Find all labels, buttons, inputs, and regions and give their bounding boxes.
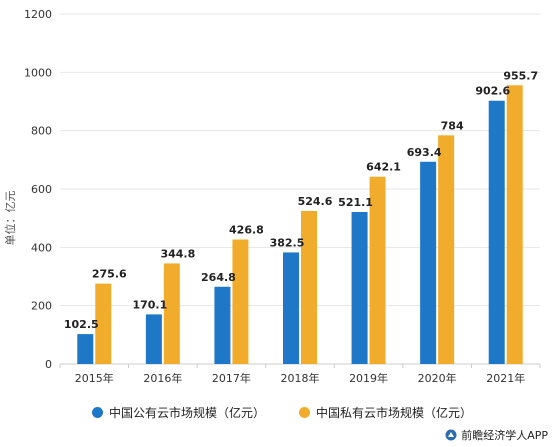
y-tick-label: 1200: [24, 8, 52, 21]
x-tick-label: 2019年: [349, 371, 388, 385]
x-tick-label: 2020年: [418, 371, 457, 385]
data-labels: 102.5 275.6 170.1 344.8 264.8 426.8 382.5 524.6…: [64, 69, 538, 331]
data-label: 524.6: [298, 195, 333, 208]
y-tick-label: 200: [31, 300, 52, 313]
qianzhan-logo-icon: [445, 429, 457, 441]
legend-marker-private-cloud: [299, 407, 311, 418]
bars: [77, 85, 523, 365]
bar-chart: 0 200 400 600 800 1000 1200 102.5 275.6 170.1 344…: [3, 8, 541, 385]
legend-label-private-cloud: 中国私有云市场规模（亿元）: [316, 406, 473, 420]
legend-item-private-cloud: 中国私有云市场规模（亿元）: [299, 404, 472, 421]
data-label: 275.6: [92, 268, 127, 281]
data-label: 902.6: [475, 85, 510, 98]
bar: [214, 286, 231, 364]
x-tick-label: 2016年: [143, 371, 182, 385]
y-axis: 0 200 400 600 800 1000 1200: [24, 8, 52, 371]
bar: [420, 161, 437, 364]
data-label: 264.8: [201, 271, 236, 284]
data-label: 170.1: [132, 298, 167, 311]
bar: [95, 283, 112, 364]
source-text: 前瞻经济学人APP: [461, 429, 548, 442]
data-label: 784: [441, 119, 464, 132]
x-axis: 2015年 2016年 2017年 2018年 2019年 2020年 2021年: [59, 364, 541, 385]
bar: [163, 263, 180, 364]
x-tick-label: 2017年: [212, 371, 251, 385]
legend-item-public-cloud: 中国公有云市场规模（亿元）: [92, 404, 265, 421]
bar: [232, 239, 249, 364]
data-label: 693.4: [407, 146, 442, 159]
data-label: 955.7: [503, 69, 538, 82]
data-label: 102.5: [64, 318, 99, 331]
bar: [438, 135, 455, 364]
x-tick-label: 2015年: [75, 371, 114, 385]
bar: [369, 176, 386, 364]
bar: [145, 314, 162, 364]
x-tick-label: 2018年: [281, 371, 320, 385]
bar: [488, 100, 505, 364]
y-axis-label: 单位：亿元: [3, 191, 17, 246]
y-tick-label: 1000: [24, 66, 52, 79]
y-tick-label: 0: [45, 358, 52, 371]
bar: [77, 334, 94, 364]
x-tick-label: 2021年: [486, 371, 525, 385]
legend-marker-public-cloud: [92, 407, 103, 418]
data-label: 642.1: [366, 161, 401, 174]
bar: [351, 212, 368, 364]
data-label: 344.8: [160, 247, 195, 260]
legend: 中国公有云市场规模（亿元） 中国私有云市场规模（亿元）: [92, 404, 506, 421]
source-credit: 前瞻经济学人APP: [445, 427, 548, 443]
bar: [283, 252, 299, 364]
legend-label-public-cloud: 中国公有云市场规模（亿元）: [109, 406, 266, 420]
data-label: 521.1: [338, 196, 373, 209]
y-tick-label: 600: [31, 183, 52, 196]
data-label: 382.5: [270, 236, 305, 249]
bar: [506, 85, 523, 365]
y-tick-label: 400: [31, 241, 52, 254]
data-label: 426.8: [229, 224, 264, 237]
grid-lines: [60, 13, 540, 365]
y-tick-label: 800: [31, 125, 52, 138]
bar: [301, 210, 317, 364]
